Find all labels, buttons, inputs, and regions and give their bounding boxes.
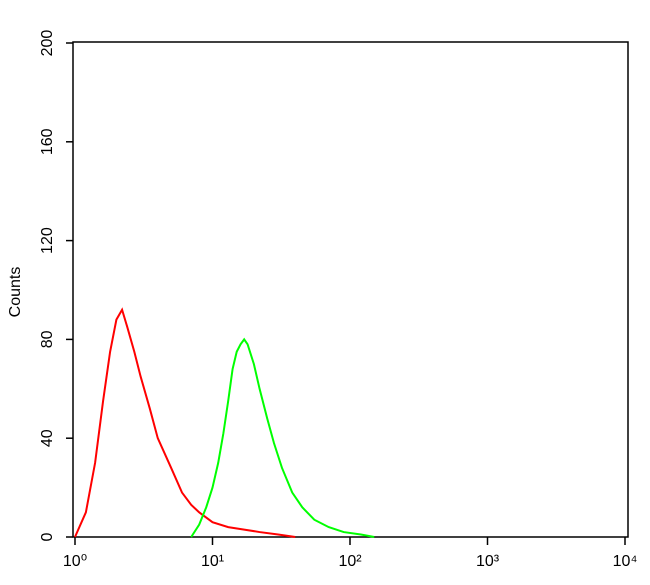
- y-tick-label: 160: [39, 128, 56, 155]
- y-tick-label: 200: [39, 30, 56, 57]
- x-tick-label: 10³: [476, 553, 500, 570]
- x-tick-label: 10²: [338, 553, 362, 570]
- x-tick-label: 10⁰: [63, 553, 87, 570]
- y-tick-label: 40: [39, 429, 56, 447]
- x-tick-label: 10⁴: [613, 553, 638, 570]
- y-tick-label: 120: [39, 227, 56, 254]
- y-tick-label: 0: [39, 532, 56, 541]
- plot-frame: [72, 41, 629, 538]
- x-tick-label: 10¹: [201, 553, 224, 570]
- y-axis-label: Counts: [7, 267, 24, 318]
- histogram-line: [74, 307, 296, 538]
- histogram-line: [190, 337, 375, 538]
- y-tick-label: 80: [39, 330, 56, 348]
